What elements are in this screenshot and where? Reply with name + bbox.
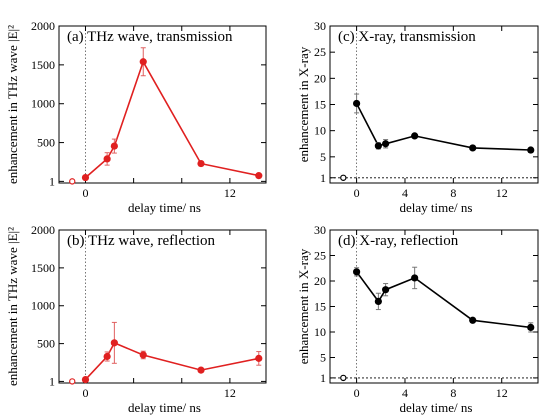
- y-axis-title: enhancement in THz wave |E|²: [5, 25, 20, 184]
- x-tick-label: 12: [496, 386, 508, 400]
- plot-frame: [58, 229, 267, 384]
- plot-frame: [329, 229, 539, 384]
- panel-title: (b) THz wave, reflection: [67, 233, 215, 249]
- data-point: [382, 286, 390, 294]
- data-point: [353, 268, 361, 276]
- data-point: [527, 146, 535, 154]
- data-point: [110, 339, 118, 347]
- data-point: [103, 352, 111, 361]
- data-point: [411, 132, 419, 140]
- data-point: [255, 172, 263, 180]
- x-tick-label: 0: [82, 186, 88, 200]
- data-point: [81, 375, 90, 384]
- x-tick-label: 0: [354, 386, 360, 400]
- x-tick-label: 12: [224, 186, 236, 200]
- reference-point: [340, 174, 347, 181]
- reference-point: [69, 178, 76, 185]
- data-point: [81, 173, 90, 182]
- y-tick-label: 15: [314, 300, 326, 314]
- y-tick-label: 10: [314, 325, 326, 339]
- y-tick-label: 5: [320, 351, 326, 365]
- data-point: [139, 58, 147, 66]
- data-point: [197, 366, 205, 374]
- series-line: [84, 59, 259, 179]
- y-tick-label: 2000: [31, 19, 55, 33]
- x-axis-title: delay time/ ns: [400, 200, 473, 215]
- y-tick-label: 1: [49, 374, 55, 388]
- data-point: [374, 142, 382, 150]
- series-line: [84, 341, 259, 381]
- data-point: [197, 159, 205, 168]
- y-tick-label: 30: [314, 223, 326, 237]
- data-point: [374, 297, 382, 305]
- y-tick-label: 1: [49, 174, 55, 188]
- panel-title: (c) X-ray, transmission: [338, 29, 476, 45]
- data-point: [469, 316, 477, 324]
- y-axis-title: enhancement in X-ray: [296, 248, 311, 364]
- series-line: [355, 103, 531, 151]
- y-tick-label: 5: [320, 150, 326, 164]
- series-line: [355, 271, 531, 329]
- data-point: [382, 140, 390, 148]
- y-tick-label: 30: [314, 19, 326, 33]
- x-tick-label: 4: [402, 186, 408, 200]
- y-tick-label: 1000: [31, 97, 55, 111]
- y-tick-label: 25: [314, 45, 326, 59]
- x-tick-label: 8: [450, 186, 456, 200]
- data-point: [527, 323, 535, 332]
- reference-point: [340, 374, 347, 382]
- y-axis-title: enhancement in THz wave |E|²: [5, 227, 20, 386]
- plot-frame: [329, 25, 539, 184]
- x-tick-label: 12: [496, 186, 508, 200]
- y-tick-label: 500: [37, 337, 55, 351]
- plot-frame: [58, 25, 267, 184]
- x-tick-label: 0: [82, 386, 88, 400]
- data-point: [103, 155, 111, 163]
- reference-point: [69, 378, 76, 385]
- y-axis-title: enhancement in X-ray: [296, 46, 311, 162]
- x-axis-title: delay time/ ns: [128, 400, 201, 415]
- y-tick-label: 1: [320, 371, 326, 385]
- data-point: [353, 99, 361, 108]
- y-tick-label: 10: [314, 124, 326, 138]
- x-tick-label: 0: [354, 186, 360, 200]
- x-tick-label: 12: [224, 386, 236, 400]
- y-tick-label: 2000: [31, 223, 55, 237]
- y-tick-label: 1000: [31, 299, 55, 313]
- y-tick-label: 20: [314, 71, 326, 85]
- y-tick-label: 15: [314, 98, 326, 112]
- panel-title: (d) X-ray, reflection: [338, 233, 459, 249]
- x-axis-title: delay time/ ns: [128, 200, 201, 215]
- y-tick-label: 25: [314, 249, 326, 263]
- y-tick-label: 1500: [31, 261, 55, 275]
- x-tick-label: 8: [450, 386, 456, 400]
- data-point: [469, 144, 477, 152]
- data-point: [110, 142, 118, 150]
- y-tick-label: 1: [320, 171, 326, 185]
- data-point: [411, 274, 419, 282]
- y-tick-label: 1500: [31, 58, 55, 72]
- y-tick-label: 500: [37, 136, 55, 150]
- x-axis-title: delay time/ ns: [400, 400, 473, 415]
- data-point: [139, 351, 147, 359]
- panel-title: (a) THz wave, transmission: [67, 29, 233, 45]
- y-tick-label: 20: [314, 274, 326, 288]
- data-point: [255, 354, 263, 362]
- x-tick-label: 4: [402, 386, 408, 400]
